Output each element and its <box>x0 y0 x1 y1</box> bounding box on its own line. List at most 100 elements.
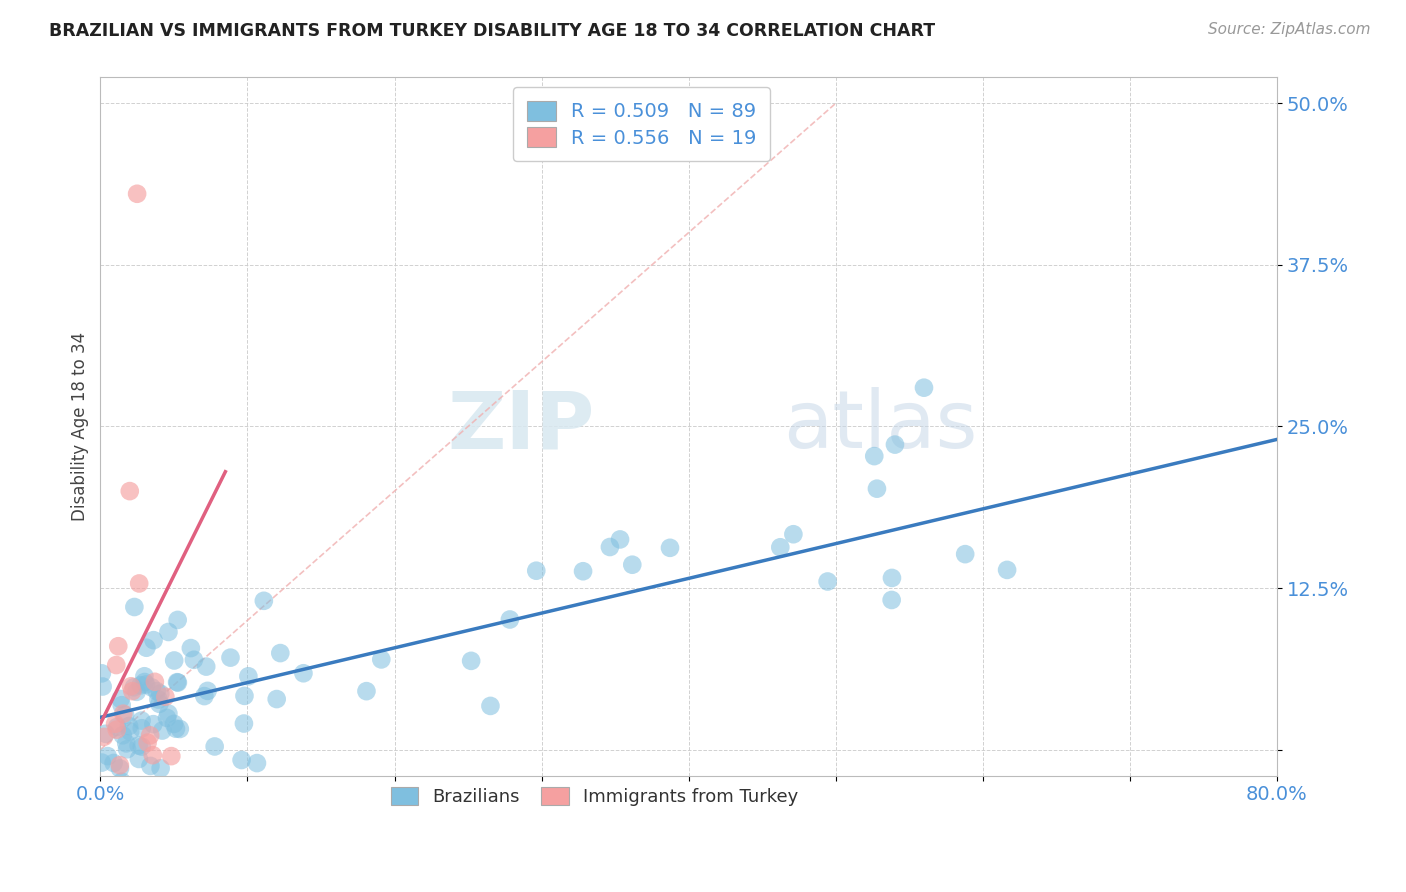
Point <box>124 600 146 615</box>
Point <box>120 724 142 739</box>
Point <box>817 574 839 589</box>
Point <box>148 785 170 799</box>
Point <box>125 685 148 699</box>
Point <box>995 563 1018 577</box>
Point <box>246 756 269 770</box>
Point <box>104 716 127 731</box>
Point <box>127 186 149 201</box>
Point <box>94 727 117 741</box>
Point <box>866 482 889 496</box>
Point <box>219 650 242 665</box>
Point <box>121 684 143 698</box>
Legend: Brazilians, Immigrants from Turkey: Brazilians, Immigrants from Turkey <box>382 778 807 815</box>
Point <box>90 756 112 770</box>
Point <box>112 706 135 721</box>
Point <box>155 690 177 704</box>
Point <box>134 669 156 683</box>
Point <box>460 654 482 668</box>
Point <box>110 692 132 706</box>
Text: Source: ZipAtlas.com: Source: ZipAtlas.com <box>1208 22 1371 37</box>
Point <box>105 658 128 673</box>
Point <box>90 815 112 830</box>
Point <box>193 689 215 703</box>
Point <box>135 677 157 691</box>
Point <box>884 437 907 451</box>
Point <box>122 680 145 694</box>
Point <box>572 564 595 578</box>
Point <box>142 748 165 763</box>
Point <box>120 679 142 693</box>
Point <box>139 759 162 773</box>
Point <box>659 541 682 555</box>
Point <box>128 752 150 766</box>
Point <box>118 719 141 733</box>
Point <box>599 540 621 554</box>
Point <box>233 689 256 703</box>
Point <box>115 742 138 756</box>
Point <box>157 706 180 721</box>
Point <box>253 594 276 608</box>
Text: BRAZILIAN VS IMMIGRANTS FROM TURKEY DISABILITY AGE 18 TO 34 CORRELATION CHART: BRAZILIAN VS IMMIGRANTS FROM TURKEY DISA… <box>49 22 935 40</box>
Point <box>139 728 162 742</box>
Point <box>165 722 187 736</box>
Point <box>195 659 218 673</box>
Point <box>149 687 172 701</box>
Point <box>156 711 179 725</box>
Point <box>166 613 188 627</box>
Point <box>136 736 159 750</box>
Point <box>232 716 254 731</box>
Point <box>142 717 165 731</box>
Point <box>782 527 804 541</box>
Point <box>204 739 226 754</box>
Point <box>912 381 935 395</box>
Point <box>149 761 172 775</box>
Y-axis label: Disability Age 18 to 34: Disability Age 18 to 34 <box>72 332 89 521</box>
Point <box>370 652 392 666</box>
Point <box>167 675 190 690</box>
Point <box>128 576 150 591</box>
Point <box>169 722 191 736</box>
Point <box>105 723 128 737</box>
Point <box>114 707 136 722</box>
Point <box>880 593 903 607</box>
Point <box>292 666 315 681</box>
Point <box>499 613 522 627</box>
Point <box>135 640 157 655</box>
Point <box>108 758 131 772</box>
Point <box>131 721 153 735</box>
Point <box>150 723 173 738</box>
Text: atlas: atlas <box>783 387 977 466</box>
Point <box>97 749 120 764</box>
Point <box>148 697 170 711</box>
Point <box>880 571 903 585</box>
Point <box>118 484 141 499</box>
Point <box>108 762 131 776</box>
Point <box>180 641 202 656</box>
Point <box>145 684 167 698</box>
Point <box>111 698 134 713</box>
Point <box>93 730 115 744</box>
Point <box>148 692 170 706</box>
Point <box>183 653 205 667</box>
Point <box>141 681 163 695</box>
Point <box>953 547 976 561</box>
Point <box>157 624 180 639</box>
Point <box>142 633 165 648</box>
Point <box>115 736 138 750</box>
Point <box>143 674 166 689</box>
Point <box>609 533 631 547</box>
Point <box>134 675 156 690</box>
Point <box>111 774 134 789</box>
Point <box>163 653 186 667</box>
Point <box>197 684 219 698</box>
Text: ZIP: ZIP <box>447 387 595 466</box>
Point <box>160 749 183 764</box>
Point <box>90 666 112 681</box>
Point <box>269 646 291 660</box>
Point <box>356 684 378 698</box>
Point <box>103 756 125 770</box>
Point <box>238 669 260 683</box>
Point <box>621 558 644 572</box>
Point <box>163 717 186 731</box>
Point <box>231 753 253 767</box>
